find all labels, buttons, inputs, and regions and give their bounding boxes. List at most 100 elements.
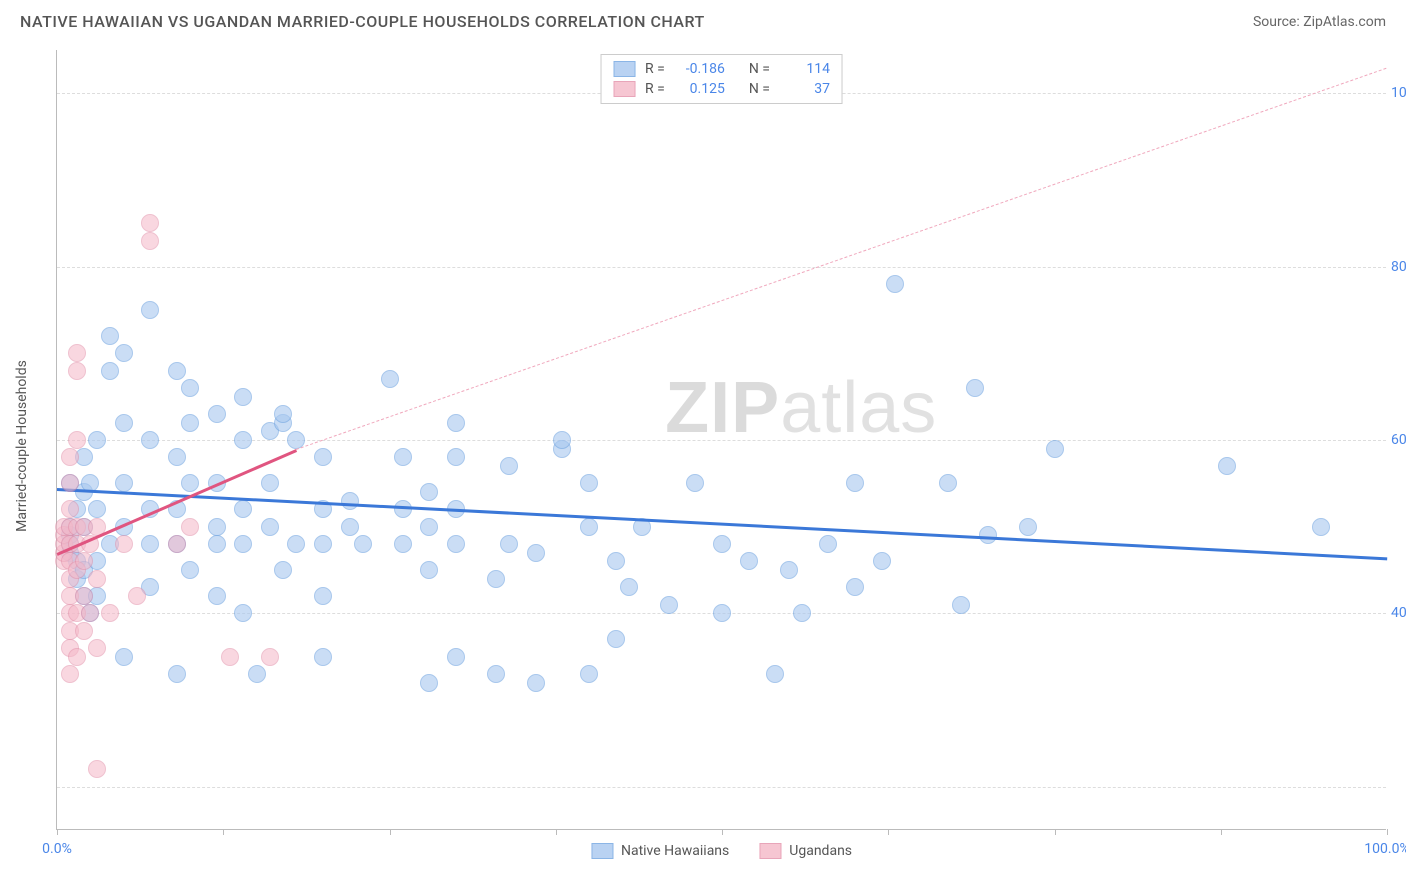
data-point: [68, 648, 86, 666]
data-point: [381, 370, 399, 388]
x-tick-label: 100.0%: [1364, 841, 1406, 857]
y-tick-label: 100.0%: [1391, 85, 1406, 101]
chart-source: Source: ZipAtlas.com: [1253, 14, 1386, 30]
x-tick: [223, 829, 224, 835]
data-point: [487, 570, 505, 588]
n-value: 114: [780, 61, 830, 77]
data-point: [487, 665, 505, 683]
data-point: [101, 362, 119, 380]
x-tick: [1221, 829, 1222, 835]
data-point: [141, 301, 159, 319]
data-point: [61, 474, 79, 492]
data-point: [141, 431, 159, 449]
legend-swatch: [759, 843, 781, 859]
gridline: [57, 787, 1386, 788]
data-point: [181, 561, 199, 579]
data-point: [68, 362, 86, 380]
data-point: [88, 639, 106, 657]
x-tick-label: 0.0%: [42, 841, 72, 857]
data-point: [314, 535, 332, 553]
data-point: [208, 518, 226, 536]
x-tick: [1387, 829, 1388, 835]
gridline: [57, 267, 1386, 268]
data-point: [394, 535, 412, 553]
data-point: [1019, 518, 1037, 536]
x-tick: [57, 829, 58, 835]
watermark: ZIPatlas: [665, 367, 937, 449]
data-point: [341, 492, 359, 510]
data-point: [420, 561, 438, 579]
data-point: [447, 648, 465, 666]
legend-item: Ugandans: [759, 843, 852, 859]
data-point: [248, 665, 266, 683]
data-point: [208, 405, 226, 423]
data-point: [580, 474, 598, 492]
data-point: [115, 414, 133, 432]
data-point: [141, 232, 159, 250]
data-point: [261, 518, 279, 536]
data-point: [101, 604, 119, 622]
data-point: [168, 665, 186, 683]
legend-swatch: [613, 61, 635, 77]
data-point: [553, 431, 571, 449]
data-point: [68, 344, 86, 362]
x-tick: [1055, 829, 1056, 835]
x-tick: [722, 829, 723, 835]
data-point: [780, 561, 798, 579]
data-point: [500, 535, 518, 553]
n-label: N =: [749, 81, 770, 97]
data-point: [128, 587, 146, 605]
data-point: [181, 518, 199, 536]
data-point: [61, 448, 79, 466]
data-point: [686, 474, 704, 492]
data-point: [740, 552, 758, 570]
data-point: [61, 665, 79, 683]
data-point: [81, 604, 99, 622]
data-point: [886, 275, 904, 293]
data-point: [287, 535, 305, 553]
data-point: [394, 500, 412, 518]
series-legend: Native Hawaiians Ugandans: [591, 843, 852, 859]
data-point: [261, 474, 279, 492]
data-point: [181, 474, 199, 492]
data-point: [952, 596, 970, 614]
data-point: [314, 587, 332, 605]
data-point: [88, 500, 106, 518]
data-point: [713, 535, 731, 553]
r-value: -0.186: [675, 61, 725, 77]
data-point: [274, 561, 292, 579]
data-point: [1218, 457, 1236, 475]
data-point: [420, 483, 438, 501]
data-point: [580, 665, 598, 683]
data-point: [500, 457, 518, 475]
data-point: [115, 474, 133, 492]
legend-row: R =-0.186N =114: [601, 59, 842, 79]
legend-swatch: [613, 81, 635, 97]
data-point: [819, 535, 837, 553]
data-point: [168, 535, 186, 553]
y-axis-title: Married-couple Households: [14, 360, 30, 532]
data-point: [75, 552, 93, 570]
data-point: [208, 535, 226, 553]
data-point: [75, 587, 93, 605]
data-point: [181, 379, 199, 397]
data-point: [208, 587, 226, 605]
data-point: [115, 535, 133, 553]
data-point: [141, 535, 159, 553]
legend-label: Native Hawaiians: [621, 843, 729, 859]
data-point: [234, 431, 252, 449]
data-point: [61, 500, 79, 518]
trend-line: [296, 67, 1387, 449]
data-point: [607, 552, 625, 570]
data-point: [314, 448, 332, 466]
data-point: [420, 518, 438, 536]
data-point: [660, 596, 678, 614]
data-point: [607, 630, 625, 648]
data-point: [88, 760, 106, 778]
legend-row: R =0.125N =37: [601, 79, 842, 99]
data-point: [447, 535, 465, 553]
data-point: [620, 578, 638, 596]
data-point: [68, 431, 86, 449]
data-point: [713, 604, 731, 622]
r-value: 0.125: [675, 81, 725, 97]
